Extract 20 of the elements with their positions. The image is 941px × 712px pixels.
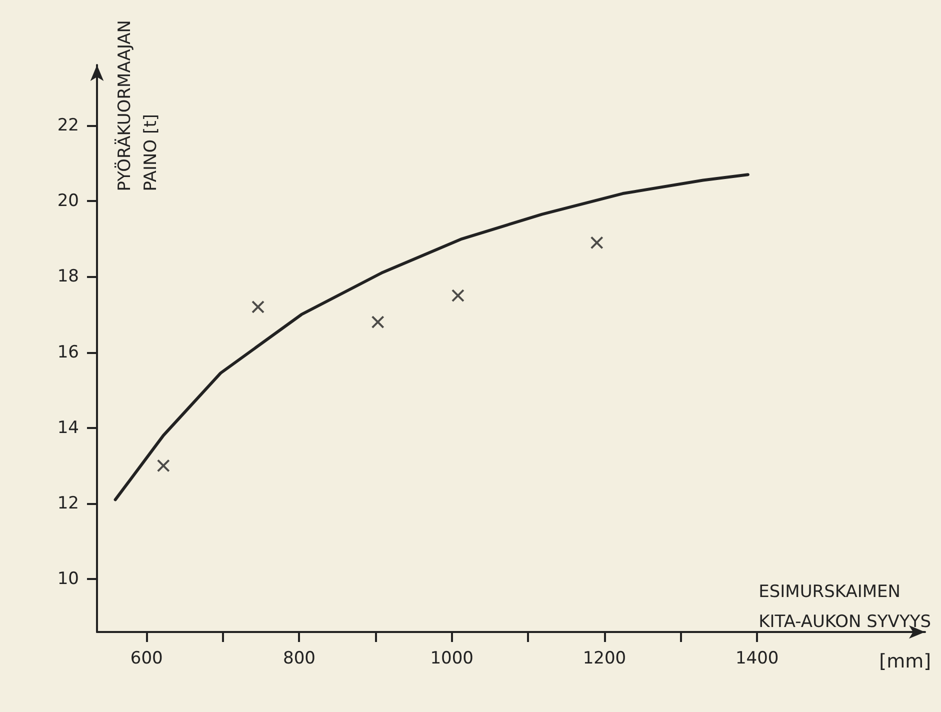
point xyxy=(371,316,384,329)
point xyxy=(451,289,464,302)
x-tick-label: 800 xyxy=(283,648,316,668)
x-tick-label: 1400 xyxy=(735,648,779,668)
text: [mm] xyxy=(879,650,931,672)
x-tick-label: 600 xyxy=(130,648,163,668)
y-tick-label: 20 xyxy=(57,191,79,212)
x-tick-label: 1000 xyxy=(430,648,474,668)
point xyxy=(252,300,265,314)
y-tick-label: 22 xyxy=(57,115,79,136)
y-tick-label: 12 xyxy=(57,493,79,514)
x-tick-label: 1200 xyxy=(582,648,626,668)
y-axis-title: PYÖRÄKUORMAAJAN PAINO [t] xyxy=(114,20,161,192)
y-tick-label: 10 xyxy=(57,569,79,590)
point xyxy=(156,459,170,472)
point xyxy=(590,236,604,250)
y-tick-label: 14 xyxy=(57,418,79,438)
y-tick-label: 18 xyxy=(57,266,79,287)
y-tick-label: 16 xyxy=(57,342,79,362)
x-axis-title: ESIMURSKAIMEN KITA-AUKON SYVYYS xyxy=(758,582,932,632)
